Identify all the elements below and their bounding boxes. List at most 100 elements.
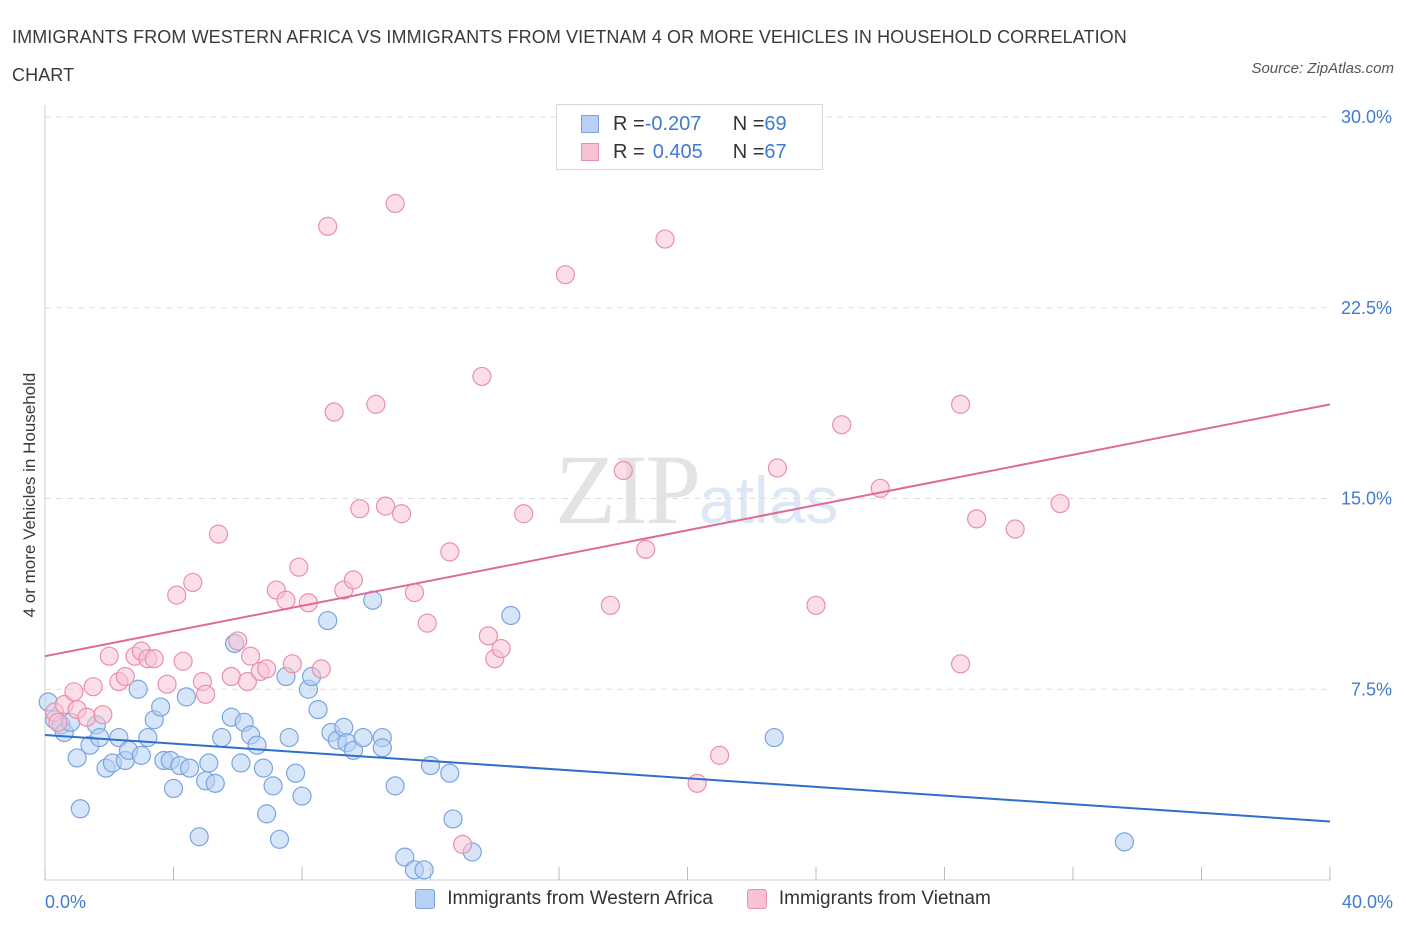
data-point-vietnam: [196, 684, 216, 704]
legend-label-vietnam: Immigrants from Vietnam: [778, 888, 991, 909]
data-point-vietnam: [318, 216, 338, 236]
data-point-western-africa: [285, 763, 306, 783]
trend-line-vietnam: [44, 403, 1331, 658]
data-point-western-africa: [292, 786, 312, 806]
data-point-western-africa: [353, 727, 373, 748]
data-point-vietnam: [228, 631, 248, 651]
data-point-western-africa: [501, 605, 521, 626]
legend-r-value: 0.405: [652, 140, 703, 163]
data-point-vietnam: [687, 773, 707, 793]
data-point-vietnam: [1050, 493, 1070, 514]
data-point-western-africa: [395, 847, 415, 867]
legend-n-value: 69: [764, 112, 787, 135]
data-point-vietnam: [385, 193, 405, 214]
series-vietnam: [45, 193, 1070, 854]
legend-label-western-africa: Immigrants from Western Africa: [447, 888, 713, 909]
data-point-western-africa: [199, 753, 219, 773]
data-point-vietnam: [83, 677, 103, 697]
data-point-western-africa: [443, 809, 463, 829]
legend-swatch-pink: [746, 889, 767, 909]
data-point-western-africa: [269, 829, 290, 849]
data-point-western-africa: [414, 860, 434, 880]
data-point-western-africa: [151, 697, 171, 717]
data-point-western-africa: [440, 763, 460, 783]
data-point-vietnam: [237, 672, 257, 692]
data-point-western-africa: [231, 753, 251, 773]
y-tick-label: 7.5%: [1351, 679, 1392, 699]
data-point-vietnam: [440, 542, 460, 562]
legend-item-vietnam[interactable]: Immigrants from Vietnam: [746, 888, 991, 910]
data-point-western-africa: [1114, 832, 1135, 852]
watermark-atlas: atlas: [699, 463, 839, 537]
x-tick-label-min: 0.0%: [45, 892, 86, 912]
legend-row-western-africa: R = -0.207 N = 69: [581, 110, 787, 138]
data-point-vietnam: [767, 458, 788, 478]
data-point-western-africa: [176, 687, 196, 707]
data-point-vietnam: [311, 659, 331, 679]
data-point-vietnam: [806, 595, 826, 615]
data-point-vietnam: [257, 659, 277, 679]
data-point-vietnam: [324, 402, 344, 422]
data-point-vietnam: [282, 654, 302, 674]
data-point-vietnam: [167, 585, 187, 605]
grid-lines: [45, 116, 1330, 690]
legend-r-label: R =: [613, 112, 645, 135]
data-point-vietnam: [173, 651, 193, 671]
data-point-western-africa: [109, 727, 129, 748]
data-point-western-africa: [128, 679, 148, 699]
data-point-western-africa: [318, 610, 338, 631]
x-tick-label-max: 40.0%: [1342, 892, 1393, 912]
data-point-western-africa: [163, 778, 184, 799]
data-point-vietnam: [64, 682, 84, 702]
data-point-vietnam: [600, 595, 621, 615]
data-point-western-africa: [420, 755, 441, 776]
data-point-western-africa: [67, 748, 87, 768]
data-point-vietnam: [655, 229, 675, 249]
data-point-western-africa: [372, 738, 392, 758]
data-point-vietnam: [391, 504, 412, 524]
data-point-vietnam: [350, 499, 370, 519]
data-point-western-africa: [764, 727, 784, 748]
y-tick-label: 15.0%: [1341, 489, 1392, 509]
data-point-vietnam: [183, 572, 203, 593]
data-point-vietnam: [115, 666, 135, 687]
legend-r-value: -0.207: [644, 112, 702, 135]
y-tick-label: 22.5%: [1341, 298, 1392, 318]
data-point-western-africa: [279, 727, 299, 748]
legend-n-value: 67: [764, 140, 787, 163]
data-point-vietnam: [514, 504, 534, 524]
data-point-vietnam: [472, 366, 492, 387]
data-point-western-africa: [138, 727, 158, 748]
legend-swatch-blue: [581, 115, 599, 133]
data-point-vietnam: [375, 496, 396, 516]
data-point-vietnam: [241, 646, 261, 666]
data-point-vietnam: [950, 394, 971, 414]
legend-item-western-africa[interactable]: Immigrants from Western Africa: [415, 888, 713, 910]
axes: [44, 105, 1331, 881]
data-point-vietnam: [613, 460, 633, 481]
data-point-vietnam: [491, 638, 511, 659]
y-tick-label: 30.0%: [1341, 107, 1392, 127]
data-point-vietnam: [967, 509, 987, 529]
data-point-vietnam: [208, 524, 229, 544]
data-point-vietnam: [93, 705, 113, 725]
data-point-western-africa: [263, 776, 283, 796]
tick-labels: 7.5% 15.0% 22.5% 30.0% 0.0% 40.0%: [45, 107, 1393, 912]
data-point-vietnam: [832, 415, 852, 435]
legend-n-label: N =: [732, 140, 765, 163]
source-label: Source: ZipAtlas.com: [1251, 60, 1394, 77]
data-point-western-africa: [385, 776, 405, 796]
data-point-vietnam: [636, 539, 656, 559]
data-point-vietnam: [453, 834, 473, 854]
data-point-vietnam: [478, 626, 498, 646]
data-point-western-africa: [212, 727, 232, 748]
watermark-zip: ZIP: [555, 434, 701, 545]
data-point-western-africa: [257, 804, 277, 824]
series-western-africa: [38, 590, 1135, 880]
data-point-vietnam: [144, 649, 164, 669]
data-point-vietnam: [221, 666, 241, 687]
chart-title: IMMIGRANTS FROM WESTERN AFRICA VS IMMIGR…: [12, 27, 1127, 85]
data-point-vietnam: [289, 557, 309, 577]
legend-row-vietnam: R = 0.405 N = 67: [581, 138, 787, 166]
